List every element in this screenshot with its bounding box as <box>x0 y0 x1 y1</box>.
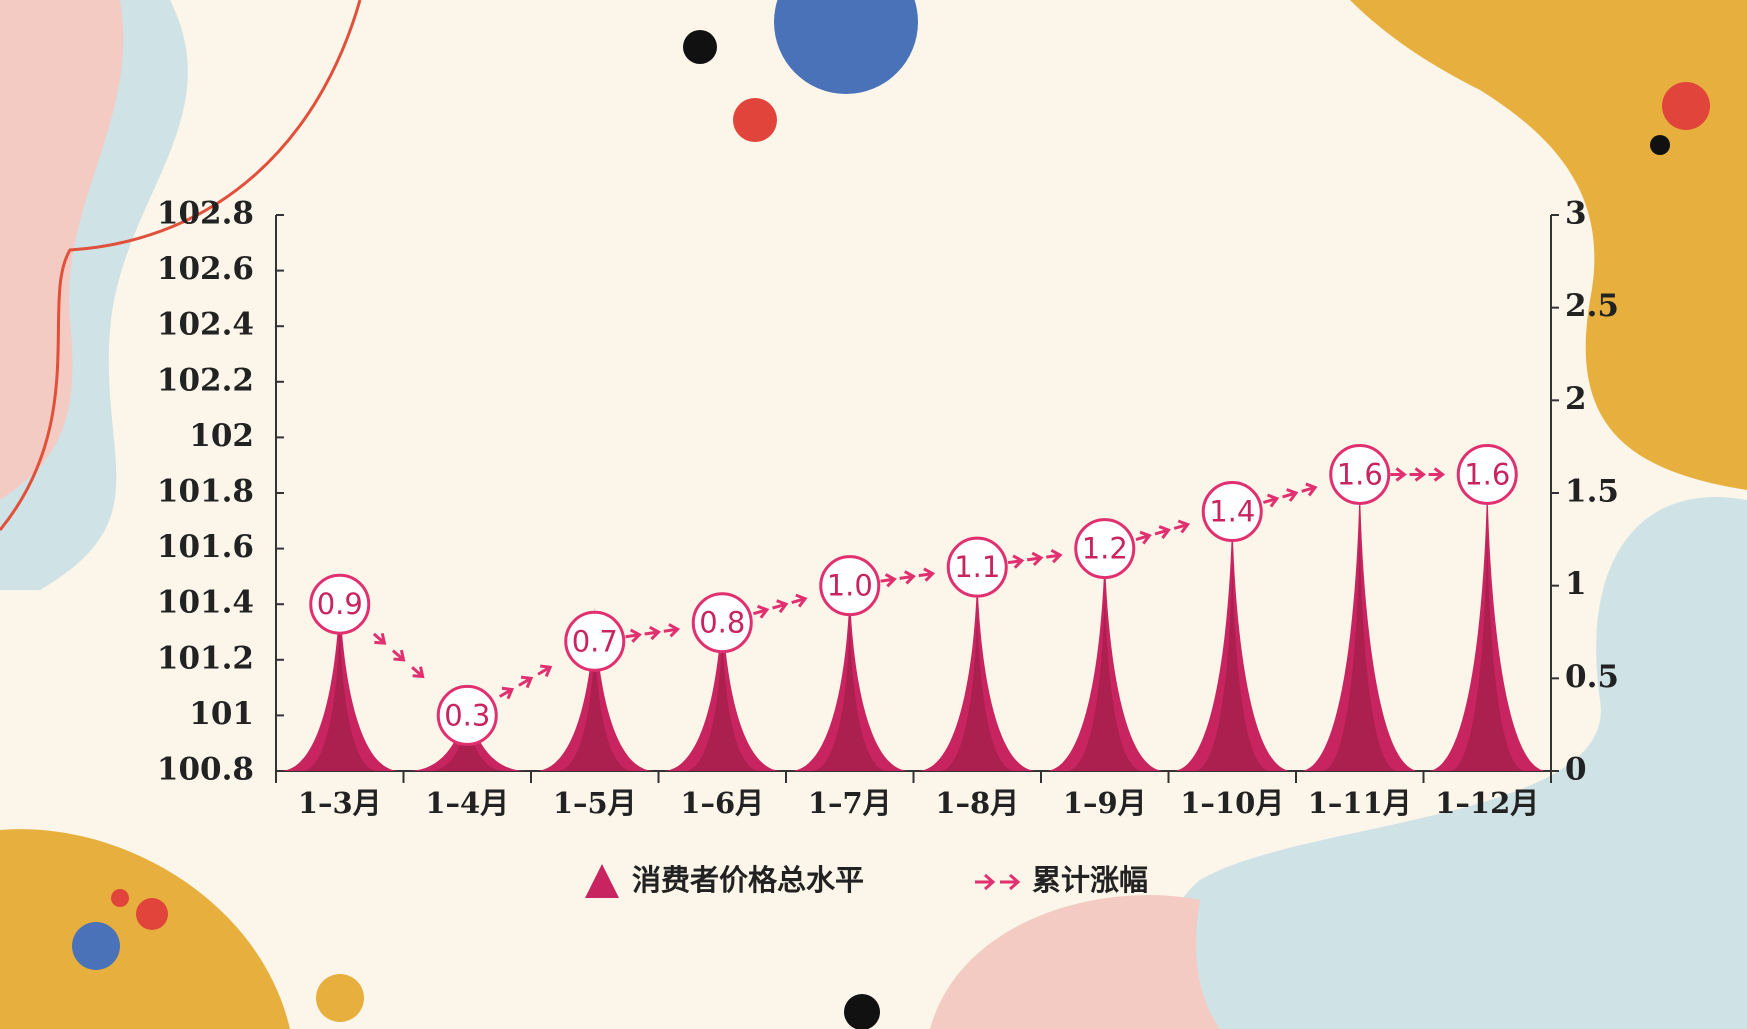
arrow <box>880 573 897 588</box>
value-label: 1.6 <box>1337 457 1383 491</box>
value-label: 0.9 <box>317 587 363 621</box>
y2-tick-label: 0.5 <box>1565 659 1619 695</box>
arrow <box>1263 493 1280 508</box>
value-label: 1.0 <box>827 569 873 603</box>
spike-shade <box>1194 564 1271 771</box>
arrow <box>753 604 770 619</box>
value-marker <box>1201 481 1263 543</box>
value-label: 1.1 <box>954 550 1000 584</box>
arrow <box>1046 548 1063 564</box>
x-tick-label: 1–9月 <box>1063 786 1147 820</box>
spike-shade <box>684 633 761 771</box>
value-marker <box>691 592 753 654</box>
legend-label: 累计涨幅 <box>1032 863 1148 897</box>
arrow <box>1301 482 1318 497</box>
arrow <box>518 675 534 689</box>
x-tick-label: 1–8月 <box>935 786 1019 820</box>
x-tick-label: 1–6月 <box>680 786 764 820</box>
arrow <box>1409 467 1426 482</box>
legend-label: 消费者价格总水平 <box>632 863 864 897</box>
y2-tick-label: 2 <box>1565 381 1587 417</box>
value-label: 0.8 <box>699 606 745 640</box>
y-tick-label: 102.8 <box>157 196 254 232</box>
arrow <box>625 628 642 643</box>
y-tick-label: 101.2 <box>157 640 254 676</box>
y-tick-label: 101.6 <box>157 529 254 565</box>
value-label: 0.7 <box>572 624 618 658</box>
y2-tick-label: 0 <box>1565 752 1587 788</box>
legend-swatch <box>975 873 996 891</box>
arrow <box>391 649 406 662</box>
y-tick-label: 102.4 <box>157 307 254 343</box>
spike-shade <box>811 624 888 771</box>
arrow <box>1428 467 1446 482</box>
spike-shade <box>1449 535 1526 771</box>
arrow <box>1154 525 1171 539</box>
arrow <box>1007 554 1025 569</box>
y-tick-label: 102.2 <box>157 362 254 398</box>
spike-shade <box>1321 535 1398 771</box>
arrow <box>1390 467 1407 482</box>
arrow <box>1282 488 1299 502</box>
value-marker <box>1329 443 1391 505</box>
spike-shade <box>939 613 1016 771</box>
arrow <box>1173 519 1191 534</box>
value-label: 1.2 <box>1082 532 1128 566</box>
y2-tick-label: 1 <box>1565 566 1587 602</box>
x-tick-label: 1–5月 <box>553 786 637 820</box>
x-tick-label: 1–10月 <box>1180 786 1284 820</box>
value-marker <box>946 536 1008 598</box>
value-label: 1.6 <box>1464 457 1510 491</box>
value-marker <box>564 610 626 672</box>
spike-shade <box>301 626 378 771</box>
arrow <box>918 567 936 582</box>
y-tick-label: 101 <box>189 696 254 732</box>
arrow <box>791 593 808 608</box>
arrow <box>411 666 425 679</box>
x-tick-label: 1–11月 <box>1308 786 1412 820</box>
legend-swatch <box>1000 873 1021 891</box>
arrow <box>644 625 661 641</box>
x-tick-label: 1–12月 <box>1435 786 1539 820</box>
spike-shade <box>1066 593 1143 771</box>
arrow <box>1135 530 1152 545</box>
y-tick-label: 102.6 <box>157 251 254 287</box>
arrow <box>1026 551 1044 567</box>
y2-tick-label: 1.5 <box>1565 474 1619 510</box>
value-marker <box>819 555 881 617</box>
legend-swatch <box>585 864 619 898</box>
y2-tick-label: 3 <box>1565 196 1587 232</box>
spike-shade <box>556 639 633 771</box>
arrow <box>663 623 681 638</box>
value-label: 1.4 <box>1209 495 1255 529</box>
y-tick-label: 101.4 <box>157 585 254 621</box>
arrow <box>372 632 387 645</box>
x-tick-label: 1–7月 <box>808 786 892 820</box>
value-marker <box>309 573 371 635</box>
arrow <box>537 664 553 678</box>
arrow <box>772 599 789 614</box>
y-tick-label: 102 <box>189 418 254 454</box>
y-tick-label: 100.8 <box>157 752 254 788</box>
value-marker <box>1074 518 1136 580</box>
arrow <box>899 570 916 585</box>
value-marker <box>1456 443 1518 505</box>
x-tick-label: 1–3月 <box>298 786 382 820</box>
y-tick-label: 101.8 <box>157 474 254 510</box>
value-marker <box>436 684 498 746</box>
y2-tick-label: 2.5 <box>1565 288 1619 324</box>
value-label: 0.3 <box>444 698 490 732</box>
x-tick-label: 1–4月 <box>425 786 509 820</box>
arrow <box>499 686 515 700</box>
